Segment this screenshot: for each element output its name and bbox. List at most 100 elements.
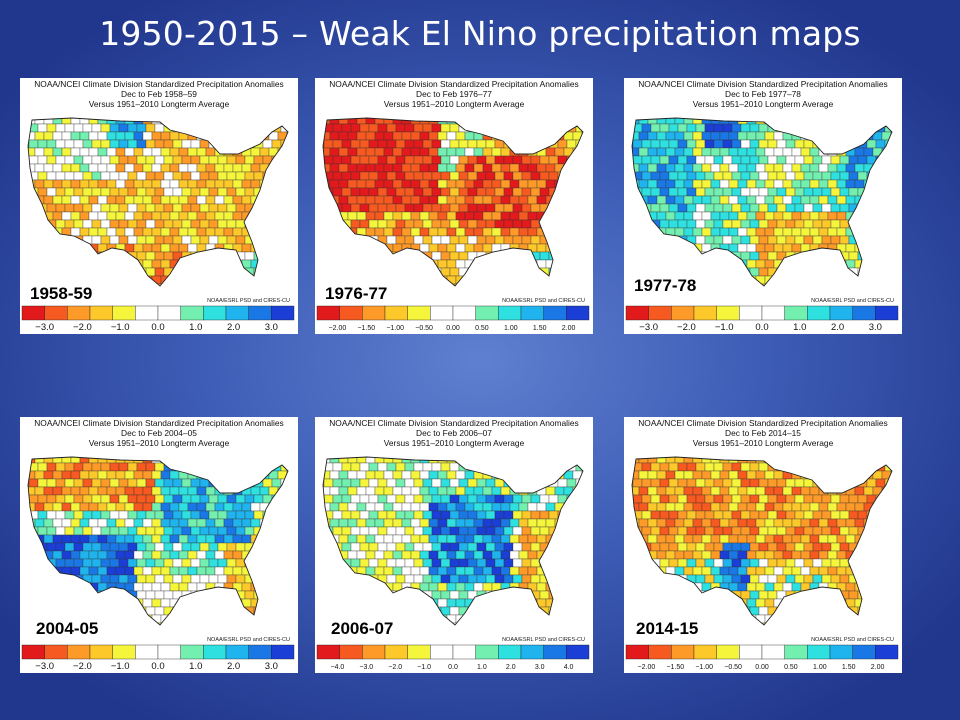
scale-bin	[225, 644, 249, 660]
scale-bin	[430, 305, 454, 321]
scale-tick-label: −1.00	[695, 664, 713, 671]
scale-bin	[625, 644, 649, 660]
scale-bin	[648, 305, 672, 321]
map-header: NOAA/NCEI Climate Division Standardized …	[315, 418, 593, 448]
scale-bin	[271, 644, 295, 660]
scale-bin	[180, 305, 204, 321]
scale-tick-label: −2.0	[73, 322, 92, 333]
map-header-line: Versus 1951–2010 Longterm Average	[383, 98, 525, 109]
map-header-line: NOAA/NCEI Climate Division Standardized …	[329, 79, 579, 89]
scale-bin	[248, 644, 272, 660]
credit-text: NOAA/ESRL PSD and CIRES-CU	[502, 298, 585, 304]
year-label: 1976-77	[323, 284, 390, 304]
scale-bin	[384, 644, 408, 660]
scale-tick-label: −2.00	[329, 325, 347, 332]
scale-bin	[566, 644, 590, 660]
year-label: 2004-05	[34, 619, 101, 639]
scale-bin	[648, 644, 672, 660]
scale-bin	[543, 644, 567, 660]
scale-bin	[203, 305, 227, 321]
scale-bin	[407, 305, 431, 321]
map-header-line: NOAA/NCEI Climate Division Standardized …	[34, 418, 284, 428]
map-header-line: Versus 1951–2010 Longterm Average	[383, 437, 525, 448]
scale-bin	[625, 305, 649, 321]
scale-bin	[271, 305, 295, 321]
precip-map	[322, 117, 584, 287]
scale-bin	[475, 305, 499, 321]
scale-tick-label: −2.00	[638, 664, 656, 671]
scale-bin	[452, 305, 476, 321]
color-scale: −2.00 −1.50 −1.00 −0.50 0.00 0.50 1.00 1.50 2.00	[625, 644, 899, 671]
scale-bin	[566, 305, 590, 321]
scale-bin	[852, 305, 876, 321]
scale-bin	[452, 644, 476, 660]
scale-bin	[67, 305, 91, 321]
map-header-line: Dec to Feb 2014–15	[725, 427, 801, 438]
scale-bin	[671, 644, 695, 660]
scale-bin	[784, 644, 808, 660]
map-header-line: Dec to Feb 2006–07	[416, 427, 492, 438]
scale-bin	[693, 305, 717, 321]
map-header: NOAA/NCEI Climate Division Standardized …	[315, 79, 593, 109]
scale-bin	[671, 305, 695, 321]
scale-bin	[339, 305, 363, 321]
scale-tick-label: 0.0	[755, 322, 768, 333]
map-panel-1976-77: NOAA/NCEI Climate Division Standardized …	[315, 78, 593, 334]
color-scale: −3.0 −2.0 −1.0 0.0 1.0 2.0 3.0	[21, 644, 295, 672]
scale-bin	[225, 305, 249, 321]
scale-tick-label: −3.0	[639, 322, 658, 333]
scale-tick-label: −4.0	[330, 664, 344, 671]
map-header: NOAA/NCEI Climate Division Standardized …	[624, 418, 902, 448]
scale-bin	[430, 644, 454, 660]
scale-tick-label: −1.0	[111, 661, 130, 672]
map-header: NOAA/NCEI Climate Division Standardized …	[624, 79, 902, 109]
scale-bin	[21, 305, 45, 321]
scale-tick-label: 0.50	[784, 664, 798, 671]
scale-bin	[875, 644, 899, 660]
scale-bin	[112, 305, 136, 321]
scale-bin	[248, 305, 272, 321]
scale-bin	[135, 644, 159, 660]
scale-bin	[739, 644, 763, 660]
scale-bin	[384, 305, 408, 321]
scale-tick-label: 1.00	[504, 325, 518, 332]
scale-tick-label: 0.00	[446, 325, 460, 332]
scale-bin	[829, 644, 853, 660]
scale-tick-label: −2.0	[677, 322, 696, 333]
scale-bin	[112, 644, 136, 660]
scale-tick-label: 0.00	[755, 664, 769, 671]
slide-title: 1950-2015 – Weak El Nino precipitation m…	[99, 14, 861, 53]
scale-bin	[498, 644, 522, 660]
map-panel-2006-07: NOAA/NCEI Climate Division Standardized …	[315, 417, 593, 673]
scale-bin	[543, 305, 567, 321]
precip-map	[27, 456, 289, 626]
map-panel-1977-78: NOAA/NCEI Climate Division Standardized …	[624, 78, 902, 334]
scale-bin	[829, 305, 853, 321]
scale-bin	[407, 644, 431, 660]
scale-bin	[716, 644, 740, 660]
scale-tick-label: 2.0	[506, 664, 516, 671]
scale-bin	[498, 305, 522, 321]
map-header-line: Dec to Feb 1958–59	[121, 88, 197, 99]
map-header-line: Versus 1951–2010 Longterm Average	[88, 437, 230, 448]
map-header: NOAA/NCEI Climate Division Standardized …	[20, 79, 298, 109]
scale-tick-label: 0.50	[475, 325, 489, 332]
scale-tick-label: 0.0	[151, 661, 164, 672]
credit-text: NOAA/ESRL PSD and CIRES-CU	[207, 298, 290, 304]
scale-tick-label: 3.0	[265, 661, 278, 672]
color-scale: −3.0 −2.0 −1.0 0.0 1.0 2.0 3.0	[625, 305, 899, 333]
map-header-line: Versus 1951–2010 Longterm Average	[88, 98, 230, 109]
scale-bin	[157, 305, 181, 321]
year-label: 2006-07	[329, 619, 396, 639]
scale-tick-label: −3.0	[35, 322, 54, 333]
scale-tick-label: 2.0	[227, 661, 240, 672]
map-panel-1958-59: NOAA/NCEI Climate Division Standardized …	[20, 78, 298, 334]
scale-bin	[852, 644, 876, 660]
color-scale: −2.00 −1.50 −1.00 −0.50 0.00 0.50 1.00 1.50 2.00	[316, 305, 590, 332]
scale-bin	[520, 644, 544, 660]
scale-tick-label: 2.0	[831, 322, 844, 333]
map-panel-2014-15: NOAA/NCEI Climate Division Standardized …	[624, 417, 902, 673]
credit-text: NOAA/ESRL PSD and CIRES-CU	[502, 637, 585, 643]
scale-tick-label: 1.0	[189, 661, 202, 672]
map-header-line: NOAA/NCEI Climate Division Standardized …	[329, 418, 579, 428]
